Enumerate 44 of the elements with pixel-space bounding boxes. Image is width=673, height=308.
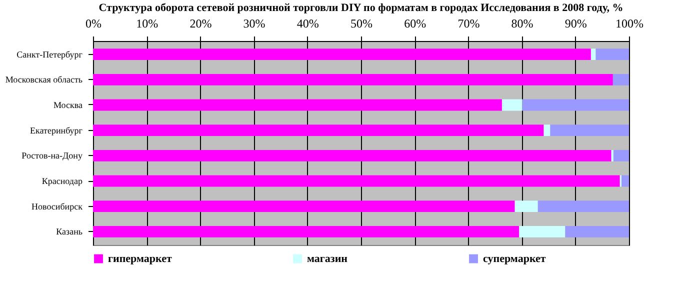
y-tick-label: Москва	[54, 100, 82, 110]
x-tick-label: 40%	[296, 16, 319, 30]
bar	[93, 150, 612, 162]
bar	[93, 48, 591, 60]
bar	[621, 175, 629, 187]
x-tick-label: 30%	[243, 16, 266, 30]
y-tick-label: Казань	[56, 226, 82, 237]
bar	[93, 200, 515, 212]
bar	[596, 48, 629, 60]
bar	[565, 226, 629, 238]
x-tick-label: 50%	[350, 16, 372, 30]
x-tick-label: 0%	[86, 16, 102, 30]
bar	[93, 74, 613, 86]
x-tick-label: 90%	[564, 16, 587, 30]
legend-label: гипермаркет	[108, 252, 172, 265]
bar	[519, 226, 566, 238]
x-tick-label: 70%	[458, 16, 480, 30]
bar	[590, 48, 596, 60]
bar	[613, 150, 629, 162]
legend-label: магазин	[307, 252, 348, 265]
bar	[93, 226, 520, 238]
chart-title: Структура оборота сетевой розничной торговли DIY по форматам в городах Исследования в 2008 году, %	[98, 2, 624, 14]
bar	[550, 124, 629, 136]
bar	[522, 99, 629, 111]
x-tick-label: 20%	[190, 16, 212, 30]
y-tick-label: Новосибирск	[32, 201, 84, 212]
bar	[93, 175, 620, 187]
bar	[502, 99, 522, 111]
bar	[93, 124, 544, 136]
bar	[612, 74, 629, 86]
legend-label: супермаркет	[483, 252, 546, 265]
y-tick-label: Екатеринбург	[30, 125, 83, 136]
bar	[514, 200, 538, 212]
y-tick-label: Краснодар	[42, 176, 83, 186]
bar	[93, 99, 502, 111]
y-tick-label: Московская область	[5, 74, 82, 85]
x-tick-label: 10%	[136, 16, 158, 30]
bar	[538, 200, 629, 212]
y-tick-label: Ростов-на-Дону	[22, 150, 83, 161]
x-tick-label: 80%	[511, 16, 534, 30]
bar	[544, 124, 550, 136]
x-tick-label: 60%	[404, 16, 426, 30]
x-tick-label: 100%	[616, 16, 644, 30]
y-tick-label: Санкт-Петербург	[16, 49, 83, 60]
